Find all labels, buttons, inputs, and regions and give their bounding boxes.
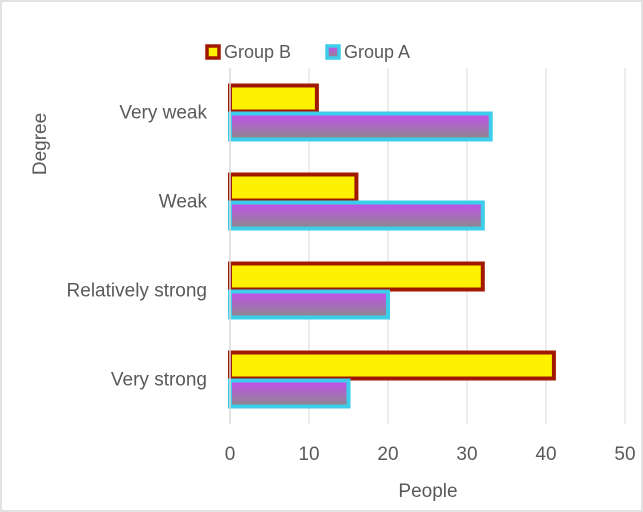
legend-swatch xyxy=(327,46,339,58)
x-tick-label: 30 xyxy=(456,444,477,465)
x-tick-label: 50 xyxy=(614,444,635,465)
category-label: Very strong xyxy=(111,370,207,391)
category-label: Relatively strong xyxy=(67,281,207,302)
legend-swatch xyxy=(207,46,219,58)
category-label: Very weak xyxy=(119,103,207,124)
x-tick-label: 40 xyxy=(535,444,556,465)
bar-group-b xyxy=(230,264,483,290)
bar-group-b xyxy=(230,353,554,379)
bar-group-a xyxy=(230,114,491,140)
y-axis-title: Degree xyxy=(30,113,51,175)
legend-label: Group A xyxy=(344,42,410,62)
x-axis-title: People xyxy=(398,481,457,502)
bar-group-a xyxy=(230,381,349,407)
bar-group-a xyxy=(230,203,483,229)
x-tick-label: 0 xyxy=(225,444,236,465)
bar-group-b xyxy=(230,175,356,201)
x-tick-label: 10 xyxy=(298,444,319,465)
legend-label: Group B xyxy=(224,42,291,62)
bar-group-b xyxy=(230,86,317,112)
bar-group-a xyxy=(230,292,388,318)
x-tick-label: 20 xyxy=(377,444,398,465)
category-label: Weak xyxy=(159,192,208,213)
